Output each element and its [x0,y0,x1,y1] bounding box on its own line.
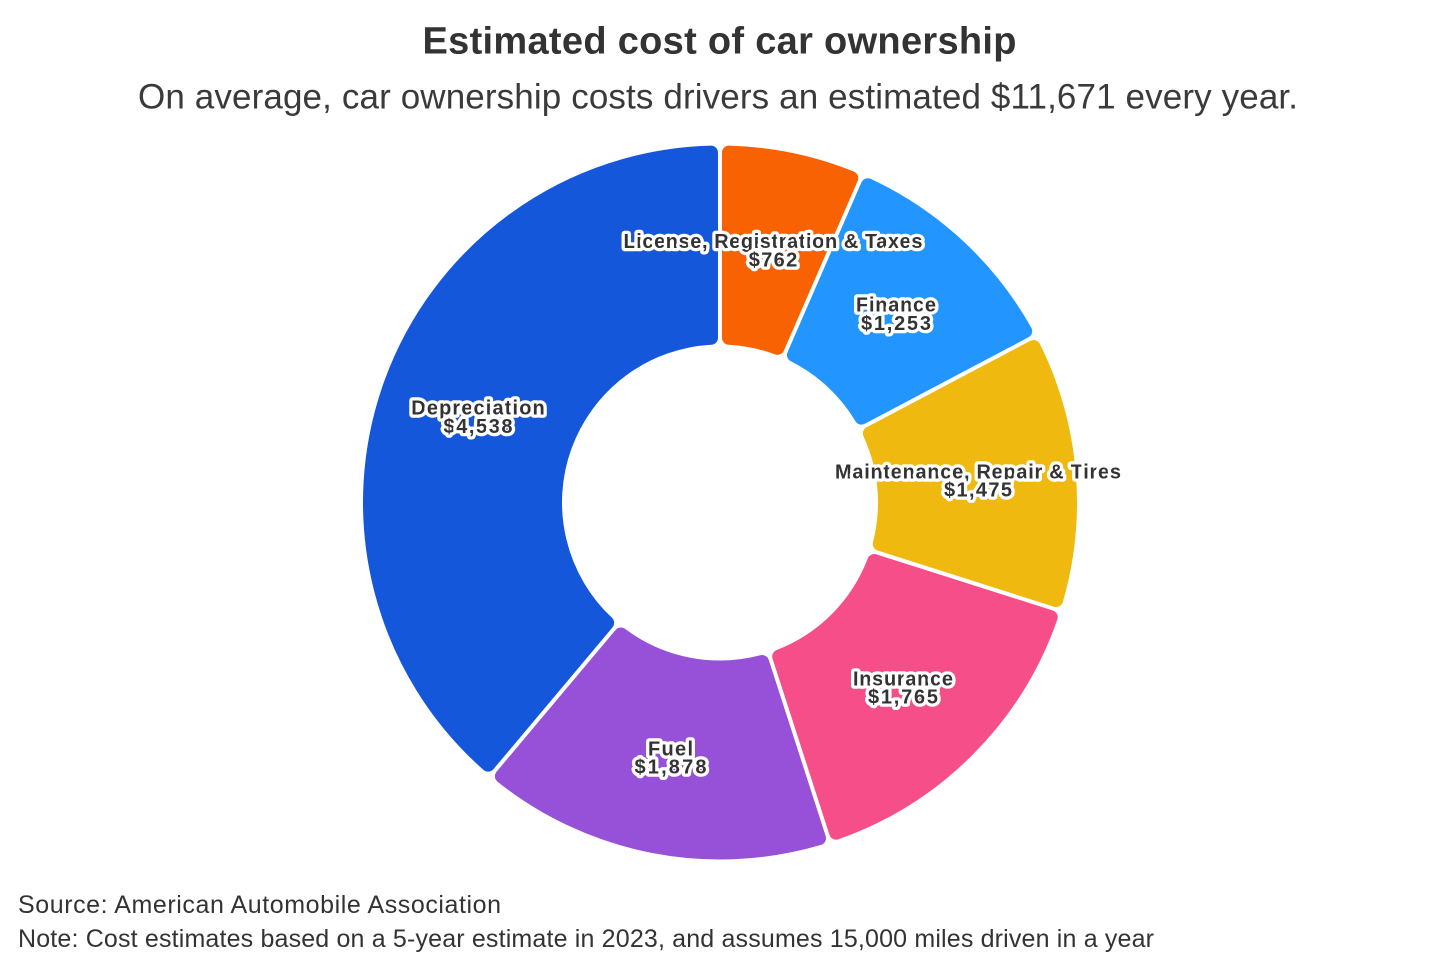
svg-text:$4,538: $4,538 [444,416,513,438]
svg-text:Fuel: Fuel [648,738,693,760]
svg-text:$1,878: $1,878 [635,756,707,778]
svg-text:$1,253: $1,253 [861,313,931,335]
svg-text:Finance: Finance [856,295,936,317]
svg-text:Estimated cost of car ownershi: Estimated cost of car ownership [423,21,1017,63]
svg-text:On average, car ownership cost: On average, car ownership costs drivers … [138,78,1298,117]
svg-text:Insurance: Insurance [853,668,953,690]
svg-text:Note: Cost estimates based on: Note: Cost estimates based on a 5-year e… [18,925,1154,953]
svg-text:Maintenance, Repair & Tires: Maintenance, Repair & Tires [835,461,1121,483]
svg-text:$1,475: $1,475 [944,479,1012,501]
svg-text:$762: $762 [749,249,798,271]
svg-text:$1,765: $1,765 [868,686,938,708]
svg-text:License, Registration & Taxes: License, Registration & Taxes [624,231,923,253]
svg-text:Depreciation: Depreciation [411,398,545,420]
svg-text:Source: American Automobile As: Source: American Automobile Association [18,891,501,919]
